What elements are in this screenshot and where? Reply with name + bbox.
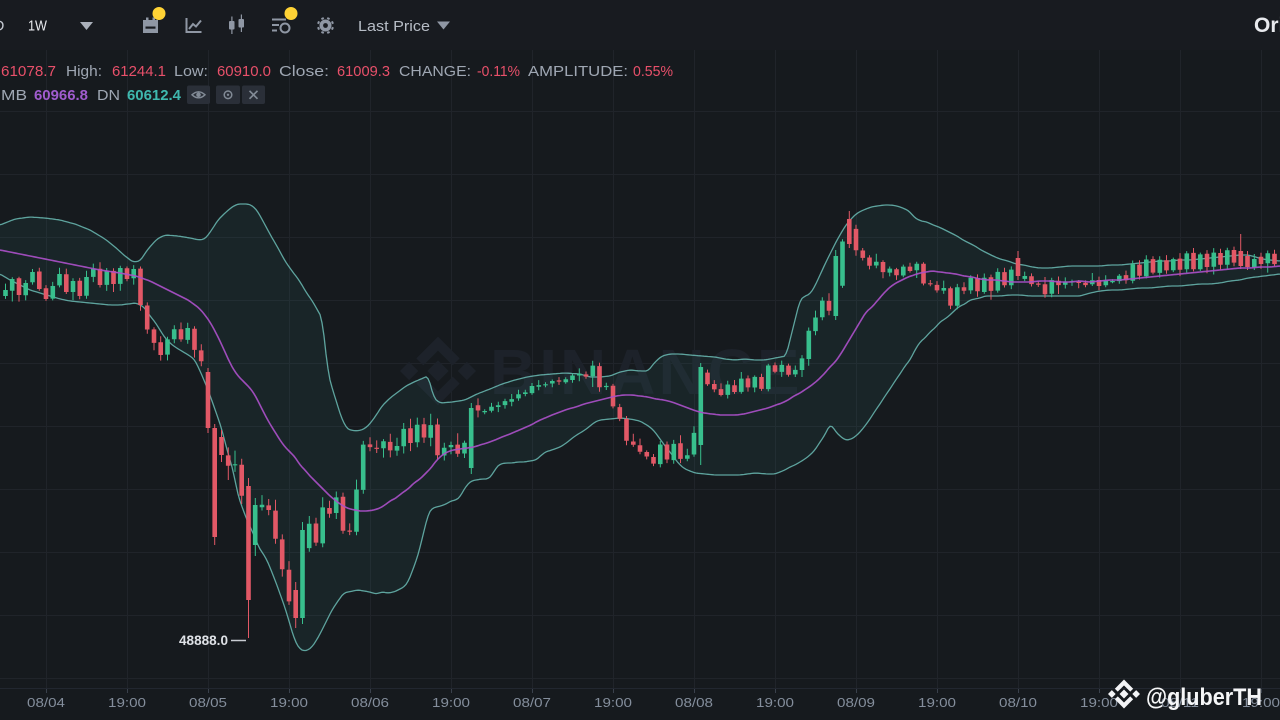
svg-text:Last Price: Last Price: [358, 18, 430, 35]
svg-text:Close:: Close:: [279, 63, 329, 80]
svg-text:08/05: 08/05: [189, 695, 227, 710]
svg-text:0.55%: 0.55%: [633, 63, 673, 80]
svg-text:60612.4: 60612.4: [127, 87, 182, 104]
svg-text:1W: 1W: [28, 18, 48, 35]
svg-text:Original: Original: [1254, 14, 1280, 37]
svg-text:61244.1: 61244.1: [112, 63, 166, 80]
svg-text:19:00: 19:00: [918, 695, 956, 710]
svg-text:19:00: 19:00: [756, 695, 794, 710]
svg-text:08/11: 08/11: [1161, 695, 1199, 710]
svg-text:@gluberTH: @gluberTH: [1146, 684, 1262, 711]
svg-text:-0.11%: -0.11%: [477, 63, 520, 80]
svg-text:48888.0: 48888.0: [179, 633, 228, 648]
svg-text:08/08: 08/08: [675, 695, 713, 710]
svg-text:08/07: 08/07: [513, 695, 551, 710]
svg-text:08/10: 08/10: [999, 695, 1037, 710]
svg-text:CHANGE:: CHANGE:: [399, 63, 471, 80]
svg-text:AMPLITUDE:: AMPLITUDE:: [528, 63, 628, 80]
svg-text:19:00: 19:00: [432, 695, 470, 710]
svg-text:61078.7: 61078.7: [1, 63, 56, 80]
svg-text:DN: DN: [97, 87, 120, 104]
svg-text:19:00: 19:00: [1242, 695, 1280, 710]
svg-text:MB: MB: [1, 87, 27, 104]
svg-text:19:00: 19:00: [594, 695, 632, 710]
svg-text:19:00: 19:00: [108, 695, 146, 710]
svg-text:High:: High:: [66, 63, 102, 80]
svg-text:08/09: 08/09: [837, 695, 875, 710]
svg-text:61009.3: 61009.3: [337, 63, 390, 80]
svg-text:08/06: 08/06: [351, 695, 389, 710]
svg-text:Low:: Low:: [174, 63, 208, 80]
svg-text:60966.8: 60966.8: [34, 87, 88, 104]
svg-text:19:00: 19:00: [270, 695, 308, 710]
svg-text:D: D: [0, 18, 5, 35]
svg-text:08/04: 08/04: [27, 695, 65, 710]
svg-text:60910.0: 60910.0: [217, 63, 271, 80]
svg-text:19:00: 19:00: [1080, 695, 1118, 710]
